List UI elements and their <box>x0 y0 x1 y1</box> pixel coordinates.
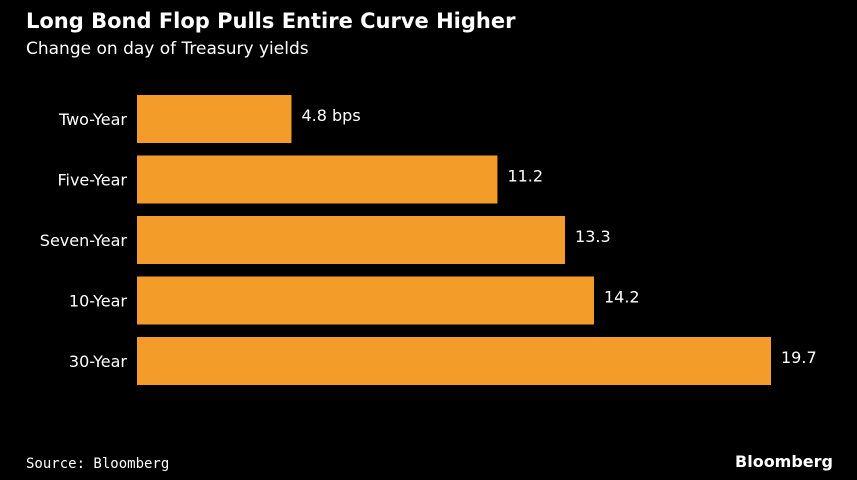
value-label-30-year: 19.7 <box>781 348 817 367</box>
category-label-five-year: Five-Year <box>57 171 127 190</box>
bar-30-year <box>137 337 771 385</box>
bloomberg-logo: Bloomberg <box>735 452 833 471</box>
bar-five-year <box>137 155 498 204</box>
chart-subtitle: Change on day of Treasury yields <box>26 39 309 59</box>
bar-seven-year <box>137 216 566 264</box>
value-label-seven-year: 13.3 <box>575 227 611 246</box>
bar-10-year <box>137 276 594 325</box>
source-note: Source: Bloomberg <box>26 456 170 472</box>
value-label-10-year: 14.2 <box>604 288 640 307</box>
value-label-two-year: 4.8 bps <box>301 106 360 125</box>
category-label-seven-year: Seven-Year <box>40 231 128 250</box>
chart-title: Long Bond Flop Pulls Entire Curve Higher <box>26 9 516 33</box>
category-label-two-year: Two-Year <box>58 110 127 129</box>
category-label-30-year: 30-Year <box>69 352 128 371</box>
category-label-10-year: 10-Year <box>69 292 128 311</box>
bar-two-year <box>137 95 292 143</box>
value-label-five-year: 11.2 <box>507 167 543 186</box>
bar-chart: Two-Year 4.8 bps Five-Year 11.2 Seven-Year 13… <box>40 95 817 385</box>
